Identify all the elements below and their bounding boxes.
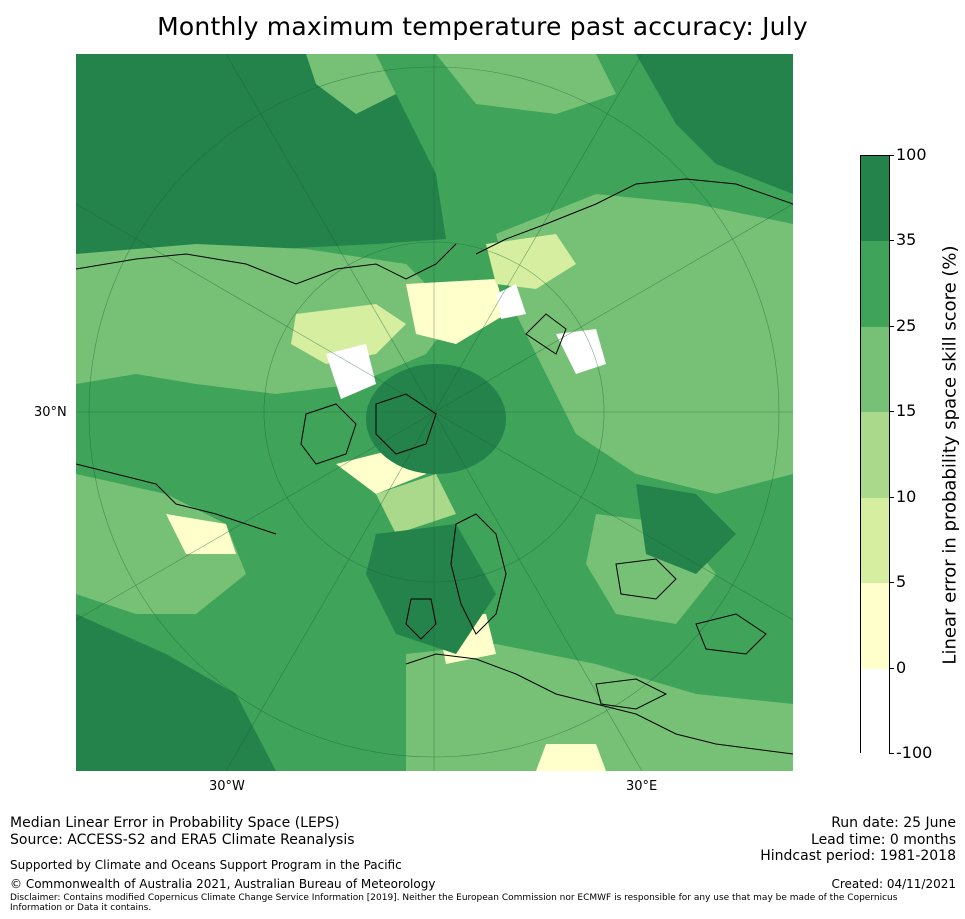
colorbar-tick: [889, 667, 894, 669]
footer-source: Source: ACCESS-S2 and ERA5 Climate Reana…: [10, 832, 355, 848]
colorbar-tick: [889, 496, 894, 498]
colorbar-segment: [861, 326, 889, 413]
map-svg: [76, 54, 793, 771]
colorbar-tick: [889, 411, 894, 413]
colorbar-tick-label: 0: [896, 657, 907, 677]
footer-leps: Median Linear Error in Probability Space…: [10, 815, 340, 831]
colorbar-tick-label: 35: [896, 230, 917, 250]
footer-copyright: © Commonwealth of Australia 2021, Austra…: [10, 877, 436, 891]
colorbar-segment: [861, 497, 889, 584]
colorbar-segment: [861, 412, 889, 498]
chart-title: Monthly maximum temperature past accurac…: [157, 12, 808, 41]
footer-created: Created: 04/11/2021: [831, 877, 956, 891]
footer-run-date: Run date: 25 June: [831, 815, 956, 831]
footer-disclaimer: Disclaimer: Contains modified Copernicus…: [10, 893, 898, 913]
footer-supported: Supported by Climate and Oceans Support …: [10, 858, 402, 872]
colorbar-segment: [861, 156, 889, 242]
lon-label-30e: 30°E: [626, 779, 658, 794]
colorbar-tick: [889, 753, 894, 754]
colorbar-tick: [889, 582, 894, 584]
colorbar-tick-label: 15: [896, 401, 917, 421]
footer-lead-time: Lead time: 0 months: [811, 832, 956, 848]
colorbar-tick-label: 25: [896, 315, 917, 335]
colorbar-segment: [861, 583, 889, 669]
colorbar-segment: [861, 241, 889, 327]
footer-hindcast: Hindcast period: 1981-2018: [760, 848, 956, 864]
colorbar-segment: [861, 668, 889, 754]
colorbar-tick: [889, 240, 894, 242]
colorbar: [860, 155, 890, 754]
lon-label-30w: 30°W: [209, 779, 245, 794]
colorbar-label: Linear error in probability space skill …: [939, 245, 961, 665]
lat-label-30n: 30°N: [34, 405, 67, 420]
colorbar-tick-label: 10: [896, 486, 917, 506]
colorbar-tick-label: 5: [896, 572, 907, 592]
colorbar-tick-label: -100: [896, 743, 933, 762]
skill-score-map: [76, 54, 793, 771]
colorbar-tick: [889, 325, 894, 327]
colorbar-tick: [889, 155, 894, 156]
colorbar-tick-label: 100: [896, 145, 927, 164]
